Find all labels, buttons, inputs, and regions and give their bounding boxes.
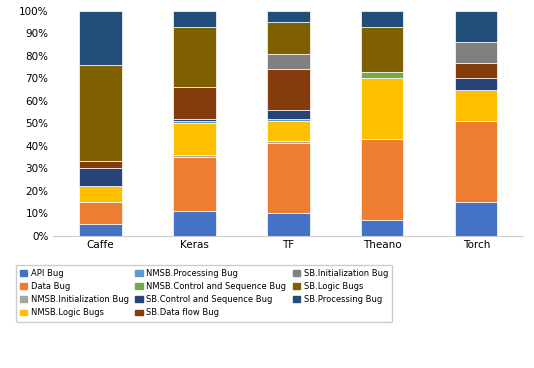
Bar bbox=[267, 144, 310, 213]
Bar bbox=[455, 11, 498, 42]
Bar bbox=[173, 211, 216, 236]
Bar bbox=[267, 119, 310, 121]
Bar bbox=[79, 186, 122, 202]
Bar bbox=[267, 121, 310, 141]
Bar bbox=[455, 121, 498, 202]
Bar bbox=[173, 121, 216, 123]
Bar bbox=[79, 224, 122, 236]
Bar bbox=[361, 72, 404, 78]
Bar bbox=[361, 11, 404, 27]
Bar bbox=[455, 42, 498, 63]
Bar bbox=[173, 11, 216, 27]
Bar bbox=[267, 22, 310, 54]
Bar bbox=[455, 63, 498, 78]
Bar bbox=[455, 202, 498, 236]
Bar bbox=[79, 65, 122, 162]
Bar bbox=[79, 202, 122, 224]
Bar bbox=[173, 87, 216, 119]
Bar bbox=[267, 11, 310, 22]
Bar bbox=[173, 155, 216, 157]
Bar bbox=[361, 139, 404, 220]
Bar bbox=[267, 70, 310, 110]
Bar bbox=[173, 119, 216, 121]
Bar bbox=[455, 90, 498, 121]
Bar bbox=[79, 168, 122, 186]
Bar bbox=[173, 123, 216, 155]
Bar bbox=[361, 78, 404, 139]
Bar bbox=[267, 213, 310, 236]
Bar bbox=[79, 11, 122, 65]
Bar bbox=[173, 157, 216, 211]
Bar bbox=[361, 220, 404, 236]
Legend: API Bug, Data Bug, NMSB.Initialization Bug, NMSB.Logic Bugs, NMSB.Processing Bug: API Bug, Data Bug, NMSB.Initialization B… bbox=[16, 265, 392, 322]
Bar bbox=[455, 78, 498, 90]
Bar bbox=[173, 27, 216, 87]
Bar bbox=[361, 27, 404, 72]
Bar bbox=[267, 110, 310, 119]
Bar bbox=[267, 54, 310, 70]
Bar bbox=[79, 162, 122, 168]
Bar bbox=[267, 141, 310, 144]
